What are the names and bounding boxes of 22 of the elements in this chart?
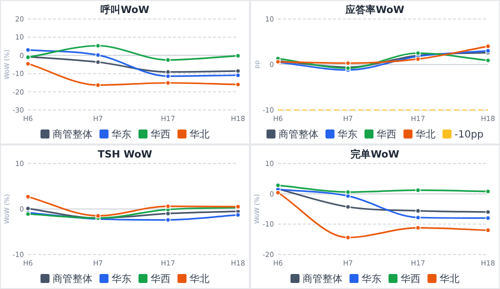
legend-label: 华西 xyxy=(150,273,170,285)
legend-label: 华北 xyxy=(190,273,210,285)
legend-label: 商管整体 xyxy=(52,128,92,140)
legend-label: 商管整体 xyxy=(302,273,342,285)
legend-label: 华西 xyxy=(150,128,170,140)
legend-label: 华东 xyxy=(362,273,382,285)
chart-title: TSH WoW xyxy=(98,150,152,160)
legend-label: 华北 xyxy=(415,128,436,140)
legend-label: -10pp xyxy=(454,130,484,140)
legend-label: 华东 xyxy=(112,273,132,285)
legend-label: 华东 xyxy=(337,128,358,140)
chart-title: 呼叫WoW xyxy=(100,4,150,16)
legend-label: 华北 xyxy=(190,128,210,140)
legend-label: 华西 xyxy=(400,273,420,285)
chart-title: 应答率WoW xyxy=(344,4,404,16)
legend-label: 商管整体 xyxy=(278,128,318,140)
legend-label: 商管整体 xyxy=(52,273,92,285)
legend-label: 华东 xyxy=(112,128,132,140)
legend-label: 华西 xyxy=(376,128,396,140)
legend-label: 华北 xyxy=(440,273,460,285)
chart-title: 完单WoW xyxy=(350,148,400,160)
point xyxy=(345,60,351,66)
